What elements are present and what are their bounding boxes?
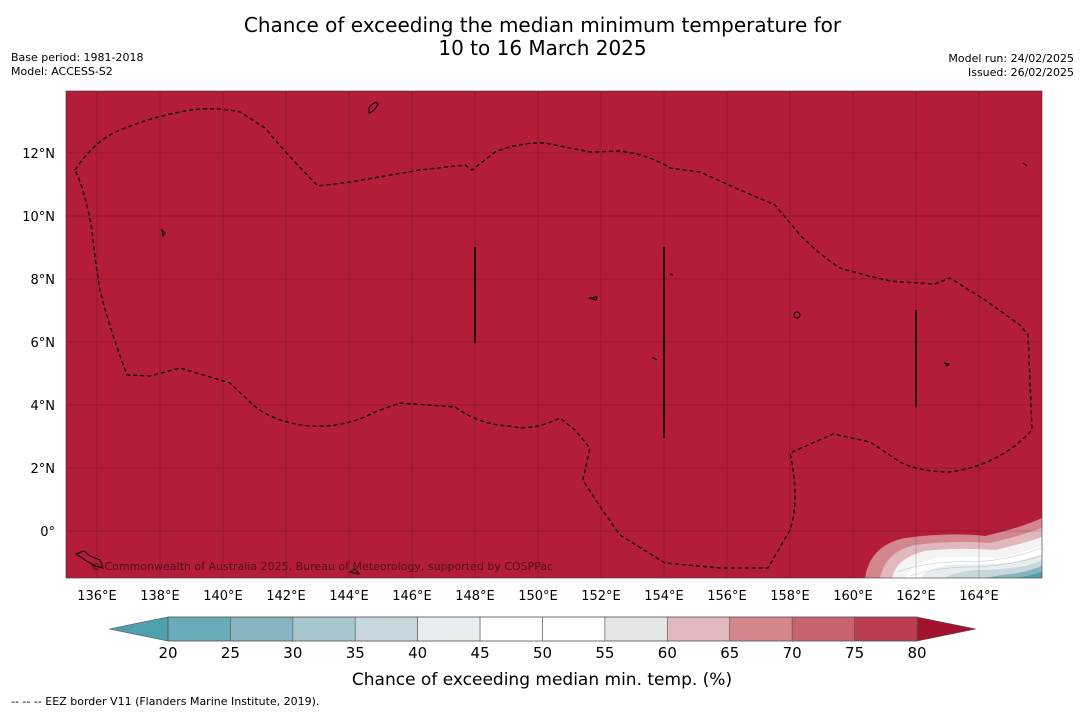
colorbar-bin — [667, 616, 731, 642]
footer-note: -- -- -- EEZ border V11 (Flanders Marine… — [11, 695, 320, 708]
meta-right: Model run: 24/02/2025 Issued: 26/02/2025 — [948, 52, 1074, 80]
colorbar-tick-label: 30 — [283, 644, 302, 662]
colorbar-tick-label: 45 — [471, 644, 490, 662]
colorbar-bin — [354, 616, 418, 642]
colorbar-high-arrow — [916, 616, 977, 642]
title-line-1: Chance of exceeding the median minimum t… — [243, 13, 842, 37]
lat-tick-label: 8°N — [31, 273, 56, 288]
colorbar-bin — [417, 616, 481, 642]
longitude-labels: 136°E 138°E 140°E 142°E 144°E 146°E 148°E 150°E… — [77, 589, 999, 604]
lon-tick-label: 152°E — [581, 589, 621, 604]
title-line-2: 10 to 16 March 2025 — [438, 36, 647, 60]
colorbar-tick-label: 20 — [158, 644, 177, 662]
map-background — [66, 91, 1042, 578]
colorbar-tick-label: 70 — [783, 644, 802, 662]
lon-tick-label: 140°E — [203, 589, 243, 604]
colorbar-label: Chance of exceeding median min. temp. (%… — [352, 670, 732, 690]
page-title: Chance of exceeding the median minimum t… — [0, 14, 1085, 60]
lat-tick-label: 2°N — [31, 462, 56, 477]
lon-tick-label: 146°E — [392, 589, 432, 604]
lat-tick-label: 10°N — [22, 210, 55, 225]
latitude-labels: 12°N 10°N 8°N 6°N 4°N 2°N 0° — [22, 147, 55, 540]
lat-tick-label: 12°N — [22, 147, 55, 162]
lon-tick-label: 154°E — [644, 589, 684, 604]
lat-tick-label: 0° — [40, 525, 55, 540]
base-period: Base period: 1981-2018 — [11, 51, 144, 64]
colorbar-bin — [542, 616, 606, 642]
colorbar-tick-label: 55 — [595, 644, 614, 662]
islands — [74, 102, 1028, 575]
issued-date: Issued: 26/02/2025 — [967, 66, 1074, 79]
lon-tick-label: 148°E — [455, 589, 495, 604]
lon-tick-label: 164°E — [959, 589, 999, 604]
colorbar-tick-label: 75 — [845, 644, 864, 662]
colorbar-bin — [230, 616, 294, 642]
lon-tick-label: 150°E — [518, 589, 558, 604]
lon-tick-label: 138°E — [140, 589, 180, 604]
colorbar-tick-label: 35 — [346, 644, 365, 662]
model-run: Model run: 24/02/2025 — [948, 52, 1074, 65]
colorbar-tick-label: 50 — [533, 644, 552, 662]
lon-tick-label: 162°E — [896, 589, 936, 604]
colorbar-bin — [604, 616, 668, 642]
lon-tick-label: 136°E — [77, 589, 117, 604]
colorbar-bin — [479, 616, 543, 642]
colorbar-tick-label: 65 — [720, 644, 739, 662]
lon-tick-label: 142°E — [266, 589, 306, 604]
colorbar-bin — [167, 616, 231, 642]
map-figure: © Commonwealth of Australia 2025, Bureau… — [22, 90, 1043, 690]
lon-tick-label: 156°E — [707, 589, 747, 604]
lat-tick-label: 4°N — [31, 399, 56, 414]
colorbar-bin — [292, 616, 356, 642]
lon-tick-label: 160°E — [833, 589, 873, 604]
eez-segments — [474, 247, 917, 438]
copyright-notice: © Commonwealth of Australia 2025, Bureau… — [90, 560, 553, 573]
colorbar-tick-label: 80 — [907, 644, 926, 662]
model-name: Model: ACCESS-S2 — [11, 65, 113, 78]
colorbar-low-arrow — [108, 616, 169, 642]
colorbar-bin — [854, 616, 918, 642]
colorbar: 20 25 30 35 40 45 50 55 60 65 70 75 80 — [108, 616, 977, 662]
lon-tick-label: 144°E — [329, 589, 369, 604]
colorbar-tick-label: 25 — [221, 644, 240, 662]
colorbar-tick-label: 40 — [408, 644, 427, 662]
lon-tick-label: 158°E — [770, 589, 810, 604]
colorbar-bin — [729, 616, 793, 642]
eez-border — [74, 108, 1033, 569]
map-frame — [65, 90, 1043, 579]
lat-tick-label: 6°N — [31, 336, 56, 351]
low-probability-area — [865, 518, 1042, 578]
colorbar-tick-label: 60 — [658, 644, 677, 662]
colorbar-bin — [791, 616, 855, 642]
meta-left: Base period: 1981-2018 Model: ACCESS-S2 — [11, 51, 143, 79]
